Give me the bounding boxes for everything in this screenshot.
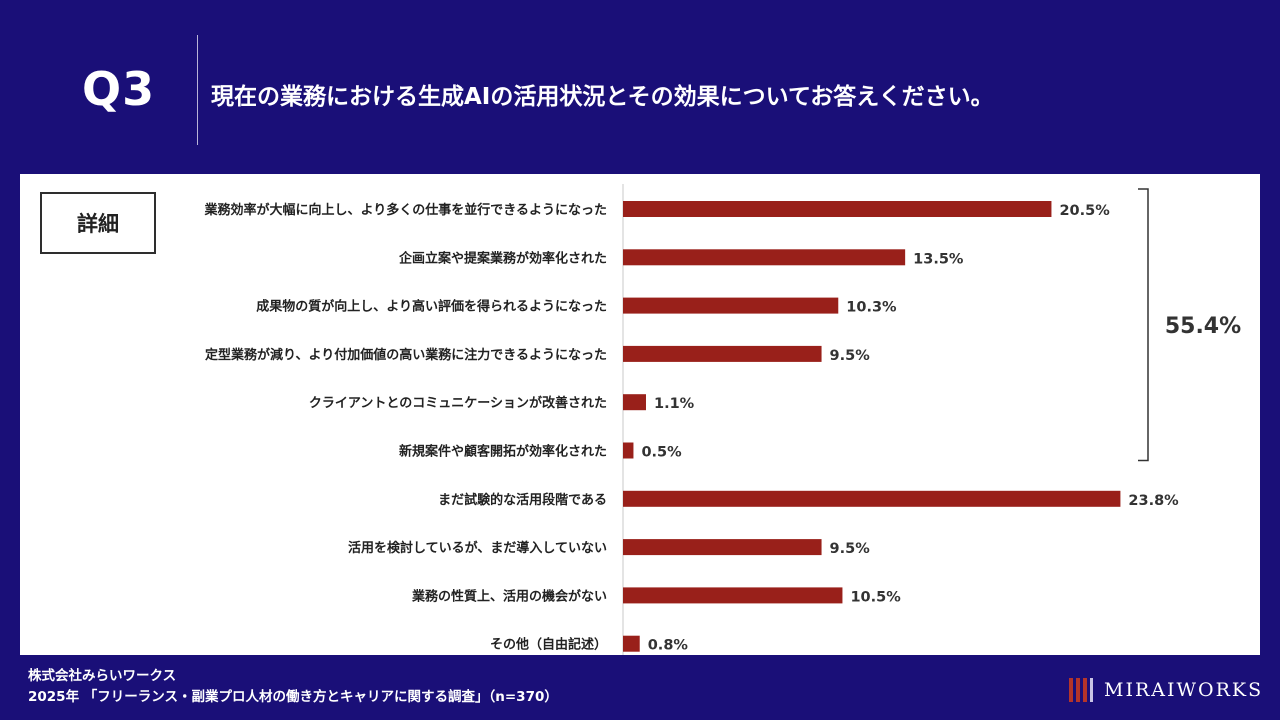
footer-company: 株式会社みらいワークス <box>28 668 177 684</box>
category-label: 業務の性質上、活用の機会がない <box>411 588 607 604</box>
bar-chart: 業務効率が大幅に向上し、より多くの仕事を並行できるようになった 20.5% 企画立案… <box>204 184 1241 655</box>
question-number: Q3 <box>82 62 156 116</box>
value-label: 0.5% <box>641 445 682 461</box>
value-label: 23.8% <box>1128 493 1179 509</box>
bar <box>623 442 634 459</box>
bar <box>623 587 843 604</box>
category-label: 成果物の質が向上し、より高い評価を得られるようになった <box>256 299 607 315</box>
category-label: クライアントとのコミュニケーションが改善された <box>309 395 607 411</box>
value-label: 20.5% <box>1059 203 1110 219</box>
value-label: 10.3% <box>846 300 897 316</box>
bar <box>623 345 822 362</box>
company-logo: MIRAIWORKS <box>1068 675 1263 705</box>
bracket-total-label: 55.4% <box>1165 314 1241 339</box>
logo-text: MIRAIWORKS <box>1104 679 1264 701</box>
footer-survey: 2025年 「フリーランス・副業プロ人材の働き方とキャリアに関する調査」（n=3… <box>28 689 558 705</box>
category-label: 新規案件や顧客開拓が効率化された <box>399 444 607 460</box>
question-title: 現在の業務における生成AIの活用状況とその効果についてお答えください。 <box>211 84 994 110</box>
value-label: 13.5% <box>913 251 964 267</box>
group-bracket <box>1138 188 1149 462</box>
bar <box>623 297 839 314</box>
value-label: 10.5% <box>850 589 901 605</box>
value-label: 9.5% <box>830 541 871 557</box>
detail-label: 詳細 <box>77 212 119 236</box>
category-label: 業務効率が大幅に向上し、より多くの仕事を並行できるようになった <box>204 202 607 218</box>
category-label: 定型業務が減り、より付加価値の高い業務に注力できるようになった <box>204 347 607 363</box>
bar <box>623 490 1121 507</box>
detail-label-box: 詳細 <box>40 192 156 254</box>
bar <box>623 539 822 556</box>
footer: 株式会社みらいワークス 2025年 「フリーランス・副業プロ人材の働き方とキャリ… <box>28 666 558 708</box>
logo-mark-icon <box>1069 678 1093 702</box>
value-label: 0.8% <box>648 638 689 654</box>
category-label: 企画立案や提案業務が効率化された <box>398 250 607 266</box>
bar <box>623 249 906 266</box>
category-label: 活用を検討しているが、まだ導入していない <box>348 540 607 556</box>
bar <box>623 201 1052 217</box>
category-label: まだ試験的な活用段階である <box>438 492 607 508</box>
value-label: 1.1% <box>654 396 695 412</box>
value-label: 9.5% <box>830 348 871 364</box>
chart-panel: 詳細 業務効率が大幅に向上し、より多くの仕事を並行できるようになった 20.5% 企… <box>20 174 1260 655</box>
bar <box>623 635 640 652</box>
title-divider <box>197 35 198 145</box>
bar <box>623 394 646 411</box>
category-label: その他（自由記述） <box>490 637 607 653</box>
